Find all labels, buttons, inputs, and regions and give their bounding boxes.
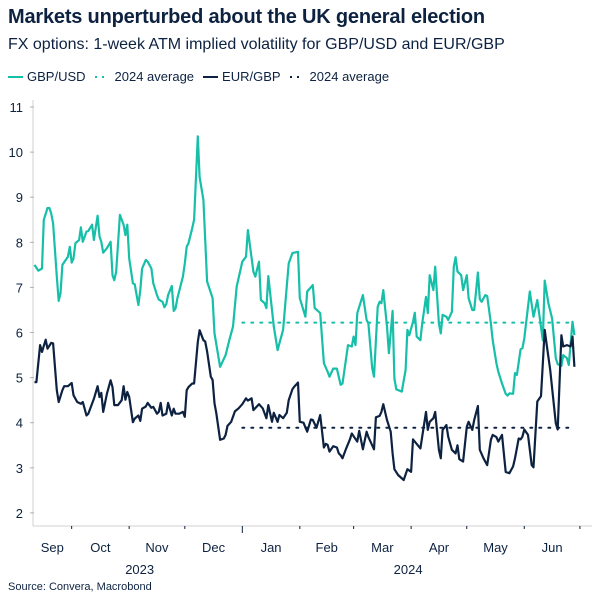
y-tick-label: 10: [9, 145, 23, 160]
legend-label: 2024 average: [309, 69, 390, 84]
y-tick-label: 3: [16, 461, 23, 476]
chart-title: Markets unperturbed about the UK general…: [8, 6, 485, 28]
y-tick-label: 4: [16, 416, 23, 431]
y-tick-label: 8: [16, 235, 23, 250]
legend-label: GBP/USD: [27, 69, 86, 84]
series-line-eur-gbp-2: [34, 328, 576, 482]
legend-swatch-solid-navy: [203, 75, 219, 78]
legend-label: 2024 average: [114, 69, 195, 84]
y-tick-label: 7: [16, 280, 23, 295]
x-tick-label: Dec: [202, 540, 226, 555]
x-tick-label: Mar: [371, 540, 394, 555]
x-tick-label: May: [483, 540, 508, 555]
legend-item-eurgbp: EUR/GBP: [203, 69, 281, 84]
y-tick-label: 2: [16, 506, 23, 521]
x-tick-label: Nov: [145, 540, 169, 555]
year-label: 2023: [125, 562, 154, 577]
series-group: [33, 135, 576, 482]
legend-label: EUR/GBP: [222, 69, 281, 84]
x-tick-label: Jun: [542, 540, 563, 555]
y-tick-label: 5: [16, 371, 23, 386]
legend-item-gbpusd: GBP/USD: [8, 69, 86, 84]
y-tick-label: 9: [16, 190, 23, 205]
x-tick-label: Apr: [429, 540, 450, 555]
series-line-gbp-usd-0: [33, 135, 576, 397]
x-tick-label: Feb: [316, 540, 338, 555]
legend: GBP/USD 2024 average EUR/GBP 2024 averag…: [8, 69, 398, 84]
legend-swatch-solid-teal: [8, 75, 23, 78]
legend-swatch-dotted-navy: [289, 75, 304, 78]
legend-swatch-dotted-teal: [94, 75, 109, 78]
legend-item-gbpusd-average: 2024 average: [94, 69, 195, 84]
chart-subtitle: FX options: 1-week ATM implied volatilit…: [8, 36, 505, 53]
source-note: Source: Convera, Macrobond: [8, 581, 152, 593]
year-label: 2024: [394, 562, 423, 577]
x-tick-label: Jan: [261, 540, 282, 555]
y-tick-label: 11: [10, 100, 24, 115]
x-tick-label: Oct: [90, 540, 111, 555]
axes: 2 3 4 5 6 7 8 9 10 11 Sep Oct Nov Dec Jan Feb Mar Apr May J…: [9, 100, 592, 577]
y-tick-label: 6: [16, 326, 23, 341]
x-tick-label: Sep: [41, 540, 64, 555]
legend-item-eurgbp-average: 2024 average: [289, 69, 390, 84]
